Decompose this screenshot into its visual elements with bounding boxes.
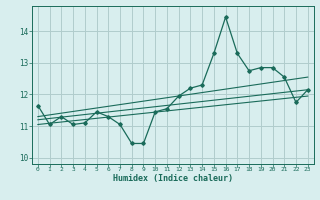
X-axis label: Humidex (Indice chaleur): Humidex (Indice chaleur) [113, 174, 233, 183]
